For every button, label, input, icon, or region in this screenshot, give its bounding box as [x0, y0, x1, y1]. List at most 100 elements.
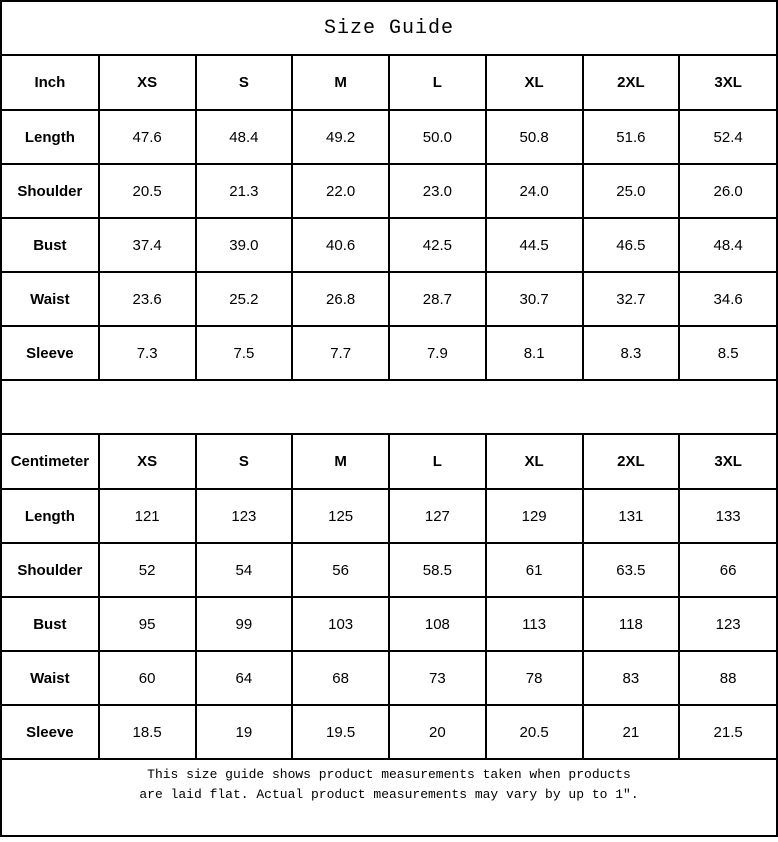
measurement-value-cell: 60: [97, 650, 197, 706]
measurement-value-cell: 23.0: [388, 163, 487, 219]
size-column-header: XS: [97, 56, 197, 111]
measurement-value-cell: 20: [388, 704, 487, 760]
measurement-value-cell: 47.6: [97, 109, 197, 165]
measurement-value-cell: 127: [388, 488, 487, 544]
measurement-value-cell: 95: [97, 596, 197, 652]
table-row: Length 121 123 125 127 129 131 133: [2, 488, 776, 544]
size-column-header: 3XL: [678, 56, 776, 111]
measurement-value-cell: 19: [194, 704, 294, 760]
measurement-value-cell: 34.6: [678, 271, 776, 327]
measurement-row-label: Waist: [2, 271, 100, 327]
measurement-value-cell: 54: [194, 542, 294, 598]
measurement-value-cell: 23.6: [97, 271, 197, 327]
measurement-value-cell: 20.5: [97, 163, 197, 219]
measurement-value-cell: 103: [291, 596, 390, 652]
unit-label: Inch: [2, 56, 100, 111]
table-row: Waist 23.6 25.2 26.8 28.7 30.7 32.7 34.6: [2, 271, 776, 327]
measurement-value-cell: 49.2: [291, 109, 390, 165]
table-row: Sleeve 7.3 7.5 7.7 7.9 8.1 8.3 8.5: [2, 325, 776, 381]
table-spacer: [2, 381, 776, 435]
measurement-value-cell: 7.7: [291, 325, 390, 381]
measurement-value-cell: 21.3: [194, 163, 294, 219]
measurement-value-cell: 56: [291, 542, 390, 598]
measurement-value-cell: 50.0: [388, 109, 487, 165]
measurement-value-cell: 32.7: [581, 271, 681, 327]
measurement-value-cell: 21: [581, 704, 681, 760]
measurement-row-label: Sleeve: [2, 325, 100, 381]
measurement-value-cell: 118: [581, 596, 681, 652]
measurement-value-cell: 7.3: [97, 325, 197, 381]
measurement-value-cell: 129: [484, 488, 584, 544]
measurement-value-cell: 131: [581, 488, 681, 544]
measurement-value-cell: 78: [484, 650, 584, 706]
measurement-value-cell: 26.8: [291, 271, 390, 327]
measurement-value-cell: 25.2: [194, 271, 294, 327]
measurement-value-cell: 37.4: [97, 217, 197, 273]
measurement-value-cell: 26.0: [678, 163, 776, 219]
measurement-value-cell: 19.5: [291, 704, 390, 760]
measurement-value-cell: 113: [484, 596, 584, 652]
measurement-value-cell: 24.0: [484, 163, 584, 219]
measurement-value-cell: 20.5: [484, 704, 584, 760]
centimeter-size-table: Centimeter XS S M L XL 2XL 3XL Length 121 123 125 12…: [2, 435, 776, 760]
table-row: Length 47.6 48.4 49.2 50.0 50.8 51.6 52.4: [2, 109, 776, 165]
measurement-row-label: Bust: [2, 596, 100, 652]
size-column-header: XS: [97, 435, 197, 490]
size-guide-title: Size Guide: [2, 2, 776, 56]
measurement-value-cell: 133: [678, 488, 776, 544]
measurement-value-cell: 123: [678, 596, 776, 652]
note-line-2: are laid flat. Actual product measuremen…: [139, 786, 639, 802]
note-line-1: This size guide shows product measuremen…: [147, 766, 631, 782]
table-row: Bust 37.4 39.0 40.6 42.5 44.5 46.5 48.4: [2, 217, 776, 273]
size-column-header: L: [388, 56, 487, 111]
measurement-value-cell: 123: [194, 488, 294, 544]
measurement-value-cell: 48.4: [678, 217, 776, 273]
table-row: Bust 95 99 103 108 113 118 123: [2, 596, 776, 652]
size-column-header: L: [388, 435, 487, 490]
measurement-row-label: Waist: [2, 650, 100, 706]
size-column-header: 3XL: [678, 435, 776, 490]
table-row: Waist 60 64 68 73 78 83 88: [2, 650, 776, 706]
measurement-value-cell: 21.5: [678, 704, 776, 760]
measurement-value-cell: 44.5: [484, 217, 584, 273]
measurement-row-label: Bust: [2, 217, 100, 273]
measurement-value-cell: 39.0: [194, 217, 294, 273]
measurement-value-cell: 46.5: [581, 217, 681, 273]
table-row: Shoulder 20.5 21.3 22.0 23.0 24.0 25.0 26.0: [2, 163, 776, 219]
measurement-row-label: Shoulder: [2, 163, 100, 219]
measurement-value-cell: 58.5: [388, 542, 487, 598]
measurement-value-cell: 88: [678, 650, 776, 706]
table-header-row: Centimeter XS S M L XL 2XL 3XL: [2, 435, 776, 490]
size-column-header: M: [291, 435, 390, 490]
measurement-row-label: Shoulder: [2, 542, 100, 598]
size-column-header: XL: [484, 56, 584, 111]
measurement-value-cell: 42.5: [388, 217, 487, 273]
measurement-row-label: Sleeve: [2, 704, 100, 760]
table-row: Sleeve 18.5 19 19.5 20 20.5 21 21.5: [2, 704, 776, 760]
measurement-value-cell: 8.3: [581, 325, 681, 381]
measurement-row-label: Length: [2, 488, 100, 544]
measurement-value-cell: 50.8: [484, 109, 584, 165]
inch-size-table: Inch XS S M L XL 2XL 3XL Length 47.6 48.4 49.2 50.0 5…: [2, 56, 776, 381]
measurement-value-cell: 63.5: [581, 542, 681, 598]
measurement-value-cell: 40.6: [291, 217, 390, 273]
measurement-value-cell: 52: [97, 542, 197, 598]
measurement-value-cell: 121: [97, 488, 197, 544]
size-column-header: 2XL: [581, 56, 681, 111]
measurement-value-cell: 73: [388, 650, 487, 706]
measurement-value-cell: 61: [484, 542, 584, 598]
measurement-value-cell: 7.5: [194, 325, 294, 381]
size-column-header: S: [194, 56, 294, 111]
measurement-value-cell: 28.7: [388, 271, 487, 327]
size-column-header: XL: [484, 435, 584, 490]
measurement-value-cell: 22.0: [291, 163, 390, 219]
size-column-header: 2XL: [581, 435, 681, 490]
measurement-value-cell: 125: [291, 488, 390, 544]
measurement-value-cell: 48.4: [194, 109, 294, 165]
measurement-value-cell: 8.5: [678, 325, 776, 381]
table-header-row: Inch XS S M L XL 2XL 3XL: [2, 56, 776, 111]
measurement-value-cell: 30.7: [484, 271, 584, 327]
size-guide-note: This size guide shows product measuremen…: [2, 760, 776, 809]
measurement-value-cell: 99: [194, 596, 294, 652]
